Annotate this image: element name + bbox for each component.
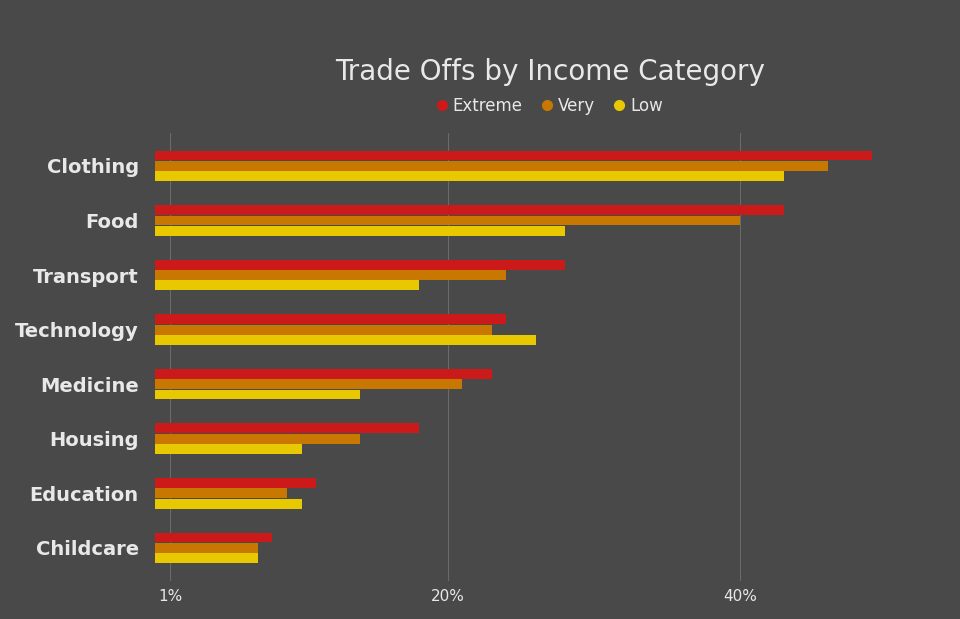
Bar — [156, 499, 301, 509]
Bar — [156, 532, 273, 542]
Bar — [156, 314, 506, 324]
Bar — [156, 543, 258, 553]
Bar — [156, 389, 360, 399]
Bar — [156, 171, 784, 181]
Bar — [156, 379, 463, 389]
Bar — [156, 478, 316, 488]
Bar — [156, 488, 287, 498]
Bar — [156, 215, 740, 225]
Bar — [156, 444, 301, 454]
Bar — [156, 434, 360, 444]
Bar — [156, 161, 828, 171]
Bar — [156, 423, 419, 433]
Bar — [156, 260, 564, 269]
Bar — [156, 335, 536, 345]
Title: Trade Offs by Income Category: Trade Offs by Income Category — [335, 58, 765, 86]
Bar — [156, 226, 564, 236]
Bar — [156, 150, 872, 160]
Bar — [156, 280, 419, 290]
Bar — [156, 553, 258, 563]
Bar — [156, 369, 492, 379]
Bar — [156, 325, 492, 334]
Bar — [156, 270, 506, 280]
Bar — [156, 205, 784, 215]
Legend: Extreme, Very, Low: Extreme, Very, Low — [431, 90, 669, 121]
